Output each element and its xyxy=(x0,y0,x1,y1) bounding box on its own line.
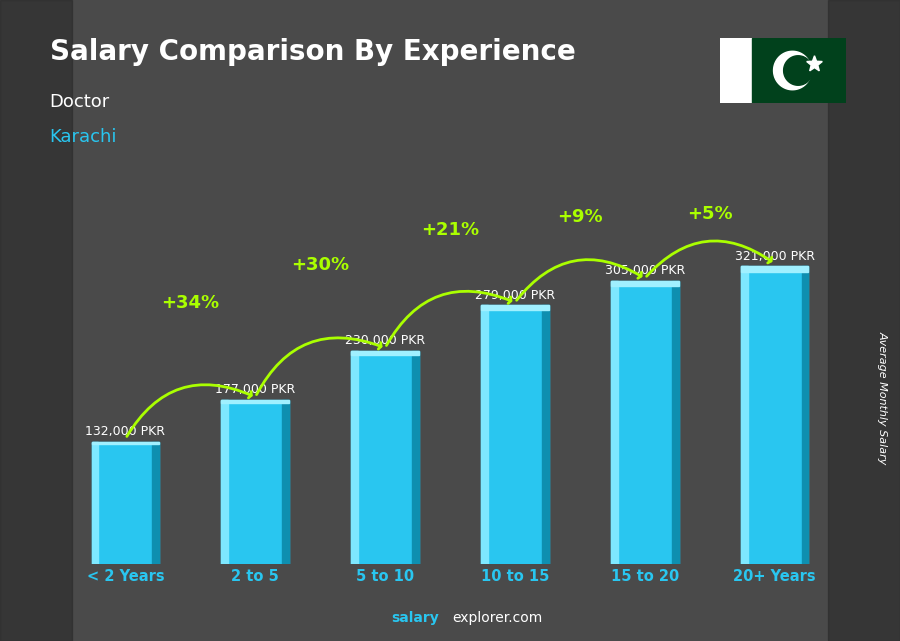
Bar xyxy=(482,305,549,310)
Bar xyxy=(221,400,229,564)
Bar xyxy=(752,38,846,103)
Bar xyxy=(611,281,679,286)
Text: Salary Comparison By Experience: Salary Comparison By Experience xyxy=(50,38,575,67)
Bar xyxy=(351,351,418,354)
Polygon shape xyxy=(784,56,813,85)
Bar xyxy=(92,442,159,564)
Bar xyxy=(671,281,679,564)
Bar xyxy=(542,305,549,564)
Polygon shape xyxy=(774,51,812,90)
Text: Average Monthly Salary: Average Monthly Salary xyxy=(878,331,887,464)
Bar xyxy=(221,400,289,403)
Bar xyxy=(0,0,72,641)
Text: Doctor: Doctor xyxy=(50,93,110,111)
Text: Karachi: Karachi xyxy=(50,128,117,146)
Bar xyxy=(351,351,418,564)
Bar xyxy=(741,266,748,564)
Bar xyxy=(221,400,289,564)
Text: 132,000 PKR: 132,000 PKR xyxy=(86,425,166,438)
Text: +34%: +34% xyxy=(161,294,220,312)
Text: 177,000 PKR: 177,000 PKR xyxy=(215,383,295,396)
Bar xyxy=(482,305,488,564)
Bar xyxy=(351,351,358,564)
Text: 230,000 PKR: 230,000 PKR xyxy=(345,334,425,347)
Bar xyxy=(741,266,808,564)
Text: +9%: +9% xyxy=(557,208,603,226)
Bar xyxy=(611,281,679,564)
Text: salary: salary xyxy=(392,611,439,625)
Bar xyxy=(611,281,617,564)
Text: 279,000 PKR: 279,000 PKR xyxy=(475,288,555,301)
Bar xyxy=(741,266,808,272)
Bar xyxy=(283,400,289,564)
Text: explorer.com: explorer.com xyxy=(452,611,542,625)
Bar xyxy=(482,305,549,564)
Text: +5%: +5% xyxy=(687,204,733,222)
Bar xyxy=(828,0,900,641)
Bar xyxy=(412,351,418,564)
Text: +30%: +30% xyxy=(291,256,349,274)
Polygon shape xyxy=(806,56,823,71)
Text: +21%: +21% xyxy=(421,221,479,239)
Text: 321,000 PKR: 321,000 PKR xyxy=(734,249,814,263)
Bar xyxy=(92,442,98,564)
Bar xyxy=(92,442,159,444)
Bar xyxy=(152,442,159,564)
Text: 305,000 PKR: 305,000 PKR xyxy=(605,264,685,278)
Bar xyxy=(802,266,808,564)
